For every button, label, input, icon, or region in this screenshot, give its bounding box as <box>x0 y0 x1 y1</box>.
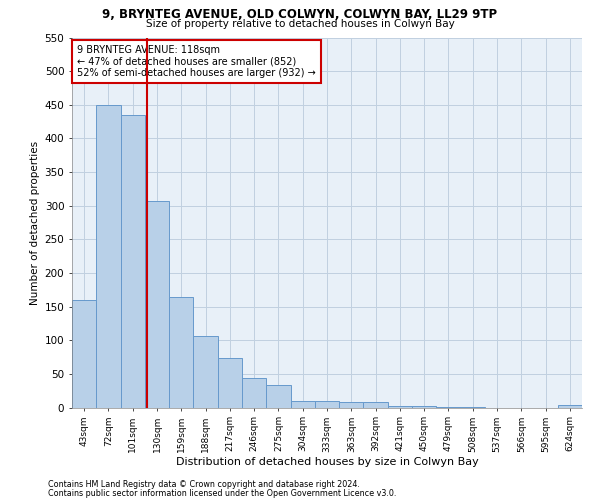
Bar <box>339 402 364 407</box>
Bar <box>145 201 169 408</box>
Bar <box>315 401 339 407</box>
Text: 9 BRYNTEG AVENUE: 118sqm
← 47% of detached houses are smaller (852)
52% of semi-: 9 BRYNTEG AVENUE: 118sqm ← 47% of detach… <box>77 45 316 78</box>
Y-axis label: Number of detached properties: Number of detached properties <box>31 140 40 304</box>
Bar <box>72 300 96 408</box>
Bar <box>121 115 145 408</box>
Bar <box>290 401 315 407</box>
Bar <box>193 336 218 407</box>
Bar <box>169 296 193 408</box>
Text: Contains public sector information licensed under the Open Government Licence v3: Contains public sector information licen… <box>48 489 397 498</box>
Bar <box>461 407 485 408</box>
Bar <box>388 406 412 407</box>
Text: 9, BRYNTEG AVENUE, OLD COLWYN, COLWYN BAY, LL29 9TP: 9, BRYNTEG AVENUE, OLD COLWYN, COLWYN BA… <box>103 8 497 20</box>
Bar <box>242 378 266 408</box>
Bar <box>266 386 290 407</box>
Bar <box>558 405 582 407</box>
Bar <box>96 105 121 408</box>
X-axis label: Distribution of detached houses by size in Colwyn Bay: Distribution of detached houses by size … <box>176 457 478 467</box>
Bar <box>364 402 388 407</box>
Bar <box>412 406 436 407</box>
Text: Size of property relative to detached houses in Colwyn Bay: Size of property relative to detached ho… <box>146 19 454 29</box>
Text: Contains HM Land Registry data © Crown copyright and database right 2024.: Contains HM Land Registry data © Crown c… <box>48 480 360 489</box>
Bar <box>436 407 461 408</box>
Bar <box>218 358 242 408</box>
